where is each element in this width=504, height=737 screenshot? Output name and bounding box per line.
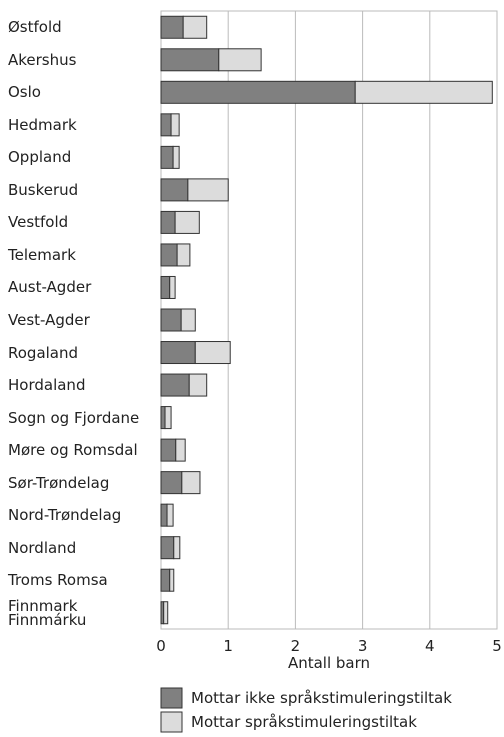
category-label: Rogaland: [8, 343, 79, 362]
bar-segment: [160, 48, 220, 72]
bar-segment: [160, 80, 356, 104]
category-label: Akershus: [8, 50, 77, 69]
bar-segment: [163, 601, 169, 625]
bar-segment: [160, 503, 168, 527]
bar-segment: [160, 145, 174, 169]
x-tick-label: 5: [492, 637, 502, 655]
legend-swatch: [160, 687, 183, 709]
x-tick-label: 4: [425, 637, 435, 655]
category-label: Østfold: [8, 18, 62, 37]
category-label: Finnmark Finnmárku: [8, 596, 87, 629]
bar-segment: [160, 113, 172, 137]
bar-segment: [160, 373, 190, 397]
category-label: Oppland: [8, 148, 72, 167]
category-label: Telemark: [8, 245, 76, 264]
category-label: Vestfold: [8, 213, 69, 232]
category-label: Oslo: [8, 83, 41, 102]
bar-segment: [160, 178, 189, 202]
bar-segment: [182, 15, 208, 39]
bar-segment: [169, 275, 176, 299]
bar-segment: [180, 308, 196, 332]
bar-segment: [354, 80, 493, 104]
category-label: Aust-Agder: [8, 278, 92, 297]
legend-label: Mottar ikke språkstimuleringstiltak: [191, 689, 452, 707]
category-label: Vest-Agder: [8, 311, 90, 329]
legend-swatch: [160, 711, 183, 733]
x-tick-label: 3: [358, 637, 368, 655]
bar-segment: [170, 113, 180, 137]
bar-segment: [160, 210, 176, 234]
bar-segment: [166, 503, 174, 527]
bar-segment: [160, 15, 184, 39]
bar-segment: [181, 471, 201, 495]
bar-segment: [176, 243, 191, 267]
bar-segment: [160, 243, 178, 267]
bar-segment: [160, 438, 177, 462]
bar-segment: [174, 210, 200, 234]
bar-segment: [160, 406, 166, 430]
x-axis-label: Antall barn: [288, 654, 370, 672]
bar-segment: [160, 341, 196, 365]
bar-segment: [160, 275, 171, 299]
bar-segment: [160, 568, 171, 592]
category-label: Sør-Trøndelag: [8, 473, 110, 492]
bar-segment: [160, 308, 182, 332]
bar-segment: [194, 341, 231, 365]
category-label: Nord-Trøndelag: [8, 506, 122, 525]
category-label: Hedmark: [8, 115, 77, 134]
bar-segment: [164, 406, 172, 430]
bar-segment: [160, 471, 183, 495]
category-label: Møre og Romsdal: [8, 441, 138, 460]
bar-segment: [169, 568, 175, 592]
category-label: Troms Romsa: [8, 571, 108, 590]
bar-segment: [172, 145, 180, 169]
legend-label: Mottar språkstimuleringstiltak: [191, 713, 417, 731]
bar-segment: [187, 178, 229, 202]
bar-segment: [218, 48, 262, 72]
category-label: Hordaland: [8, 376, 86, 395]
x-tick-label: 0: [156, 637, 166, 655]
x-tick-label: 2: [291, 637, 301, 655]
category-label: Buskerud: [8, 180, 79, 199]
category-label: Nordland: [8, 538, 77, 557]
category-label: Sogn og Fjordane: [8, 408, 140, 427]
bar-segment: [175, 438, 186, 462]
bar-segment: [173, 536, 181, 560]
bar-segment: [160, 536, 175, 560]
bar-segment: [188, 373, 208, 397]
x-tick-label: 1: [223, 637, 233, 655]
